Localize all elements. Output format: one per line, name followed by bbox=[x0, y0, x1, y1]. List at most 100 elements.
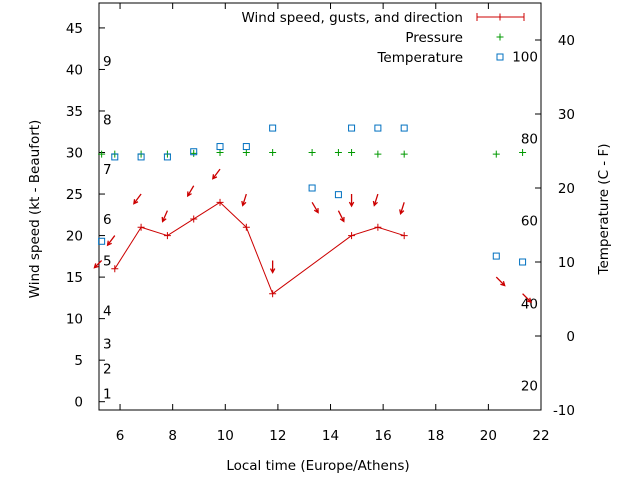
temperature-point bbox=[308, 184, 316, 192]
temperature-point bbox=[98, 237, 106, 245]
y2-tick-label: 10 bbox=[558, 255, 575, 271]
wind-direction-arrow bbox=[161, 210, 168, 223]
x-tick-label: 8 bbox=[168, 428, 177, 444]
wind-speed-segment bbox=[351, 226, 379, 237]
temperature-point bbox=[348, 124, 356, 132]
wind-speed-point bbox=[374, 223, 382, 231]
temperature-point bbox=[400, 124, 408, 132]
y-tick-label: 25 bbox=[66, 187, 83, 203]
legend-label: Pressure bbox=[405, 30, 463, 46]
x-tick-label: 20 bbox=[480, 428, 497, 444]
y-tick-label: 10 bbox=[66, 312, 83, 328]
x-tick-label: 18 bbox=[427, 428, 444, 444]
wind-direction-arrow bbox=[311, 202, 319, 214]
wind-speed-segment bbox=[193, 201, 221, 220]
temperature-point bbox=[269, 124, 277, 132]
pressure-point bbox=[98, 150, 106, 158]
y-axis-label: Wind speed (kt - Beaufort) bbox=[27, 120, 43, 299]
legend-label: Wind speed, gusts, and direction bbox=[241, 10, 463, 26]
y-tick-label: 0 bbox=[74, 395, 83, 411]
pressure-point bbox=[216, 149, 224, 157]
wind-speed-point bbox=[400, 232, 408, 240]
fahrenheit-label: 20 bbox=[521, 379, 538, 395]
pressure-point bbox=[519, 149, 527, 157]
wind-speed-point bbox=[137, 223, 145, 231]
wind-speed-segment bbox=[114, 226, 142, 270]
plot-axes: 6 8 10 12 14 16 18 20 22051015202530354045-10010… bbox=[66, 2, 575, 444]
y2-tick-label: -10 bbox=[553, 403, 575, 419]
y-tick-label: 35 bbox=[66, 104, 83, 120]
temperature-point bbox=[519, 258, 527, 266]
temperature-point bbox=[111, 153, 119, 161]
wind-speed-segment bbox=[245, 227, 274, 294]
wind-direction-arrow bbox=[133, 193, 142, 205]
temperature-point bbox=[137, 153, 145, 161]
pressure-point bbox=[242, 149, 250, 157]
beaufort-label: 9 bbox=[103, 54, 112, 70]
temperature-point bbox=[374, 124, 382, 132]
wind-speed-point bbox=[242, 223, 250, 231]
pressure-point bbox=[308, 149, 316, 157]
temperature-point bbox=[334, 191, 342, 199]
x-tick-label: 16 bbox=[375, 428, 392, 444]
beaufort-label: 1 bbox=[103, 386, 112, 402]
beaufort-label: 2 bbox=[103, 361, 112, 377]
wind-direction-arrow bbox=[106, 235, 116, 247]
fahrenheit-label: 80 bbox=[521, 131, 538, 147]
wind-direction-arrow bbox=[269, 260, 276, 274]
wind-speed-point bbox=[348, 232, 356, 240]
legend-plus-marker bbox=[496, 33, 504, 41]
wind-speed-segment bbox=[377, 226, 405, 237]
temperature-point bbox=[163, 153, 171, 161]
beaufort-label: 3 bbox=[103, 337, 112, 353]
x-tick-label: 14 bbox=[322, 428, 339, 444]
y2-tick-label: 0 bbox=[566, 329, 575, 345]
wind-speed-point bbox=[111, 265, 119, 273]
pressure-point bbox=[269, 149, 277, 157]
fahrenheit-label: 40 bbox=[521, 296, 538, 312]
beaufort-label: 7 bbox=[103, 162, 112, 178]
wind-direction-arrow bbox=[241, 193, 247, 207]
y2-axis-label: Temperature (C - F) bbox=[596, 144, 612, 276]
pressure-point bbox=[400, 150, 408, 158]
wind-speed-point bbox=[216, 198, 224, 206]
fahrenheit-label: 60 bbox=[521, 214, 538, 230]
wind-direction-arrow bbox=[187, 185, 195, 198]
pressure-point bbox=[492, 150, 500, 158]
wind-direction-arrow bbox=[337, 210, 345, 223]
legend-label: Temperature bbox=[376, 50, 463, 66]
wind-speed-point bbox=[190, 215, 198, 223]
wind-speed-segment bbox=[167, 218, 194, 236]
wind-direction-arrow bbox=[399, 202, 405, 216]
wind-direction-arrow bbox=[372, 193, 379, 207]
y2-tick-label: 40 bbox=[558, 33, 575, 49]
chart-legend: Wind speed, gusts, and direction Pressure… bbox=[241, 10, 525, 66]
wind-direction-arrow bbox=[522, 293, 532, 304]
wind-speed-segment bbox=[272, 235, 352, 295]
wind-speed-segment bbox=[140, 226, 168, 237]
wind-direction-arrow bbox=[93, 260, 103, 269]
temperature-point bbox=[190, 148, 198, 156]
legend-plus-marker bbox=[496, 13, 504, 21]
temperature-point bbox=[492, 252, 500, 260]
pressure-point bbox=[334, 149, 342, 157]
beaufort-label: 4 bbox=[103, 303, 112, 319]
x-tick-label: 10 bbox=[217, 428, 234, 444]
y-tick-label: 40 bbox=[66, 62, 83, 78]
wind-speed-point bbox=[269, 290, 277, 298]
legend-line-caps bbox=[476, 13, 525, 21]
y-tick-label: 45 bbox=[66, 21, 83, 37]
x-tick-label: 22 bbox=[532, 428, 549, 444]
pressure-point bbox=[190, 149, 198, 157]
temperature-point bbox=[216, 143, 224, 151]
x-axis-label: Local time (Europe/Athens) bbox=[226, 458, 409, 474]
beaufort-label: 8 bbox=[103, 112, 112, 128]
beaufort-label: 5 bbox=[103, 253, 112, 269]
wind-speed-segment bbox=[219, 201, 247, 228]
wind-speed-point bbox=[163, 232, 171, 240]
x-tick-label: 6 bbox=[116, 428, 125, 444]
pressure-point bbox=[348, 149, 356, 157]
temperature-point bbox=[242, 143, 250, 151]
y2-tick-label: 20 bbox=[558, 181, 575, 197]
